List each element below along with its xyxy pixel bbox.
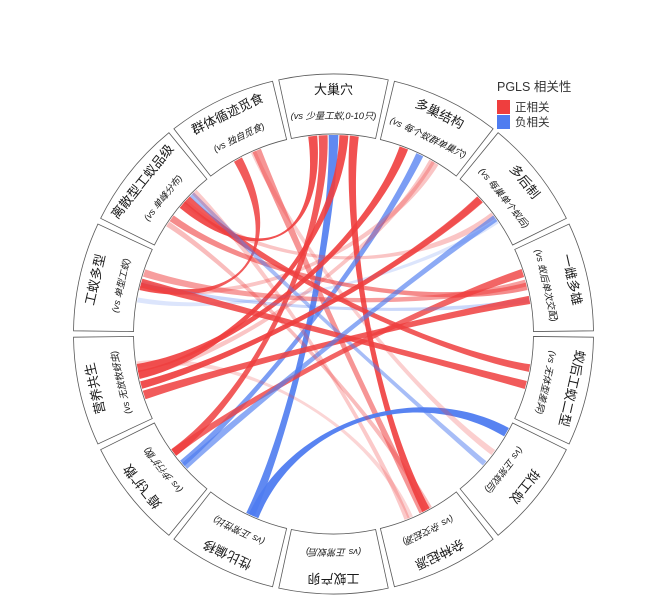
- svg-text:(vs 少量工蚁,0-10只): (vs 少量工蚁,0-10只): [291, 111, 377, 121]
- svg-text:负相关: 负相关: [515, 115, 550, 129]
- svg-text:工蚁产卵: 工蚁产卵: [307, 571, 359, 586]
- svg-text:(vs 正常蚁后): (vs 正常蚁后): [306, 547, 361, 557]
- svg-text:PGLS 相关性: PGLS 相关性: [497, 80, 571, 94]
- svg-text:大巢穴: 大巢穴: [314, 82, 353, 97]
- svg-text:正相关: 正相关: [515, 100, 550, 114]
